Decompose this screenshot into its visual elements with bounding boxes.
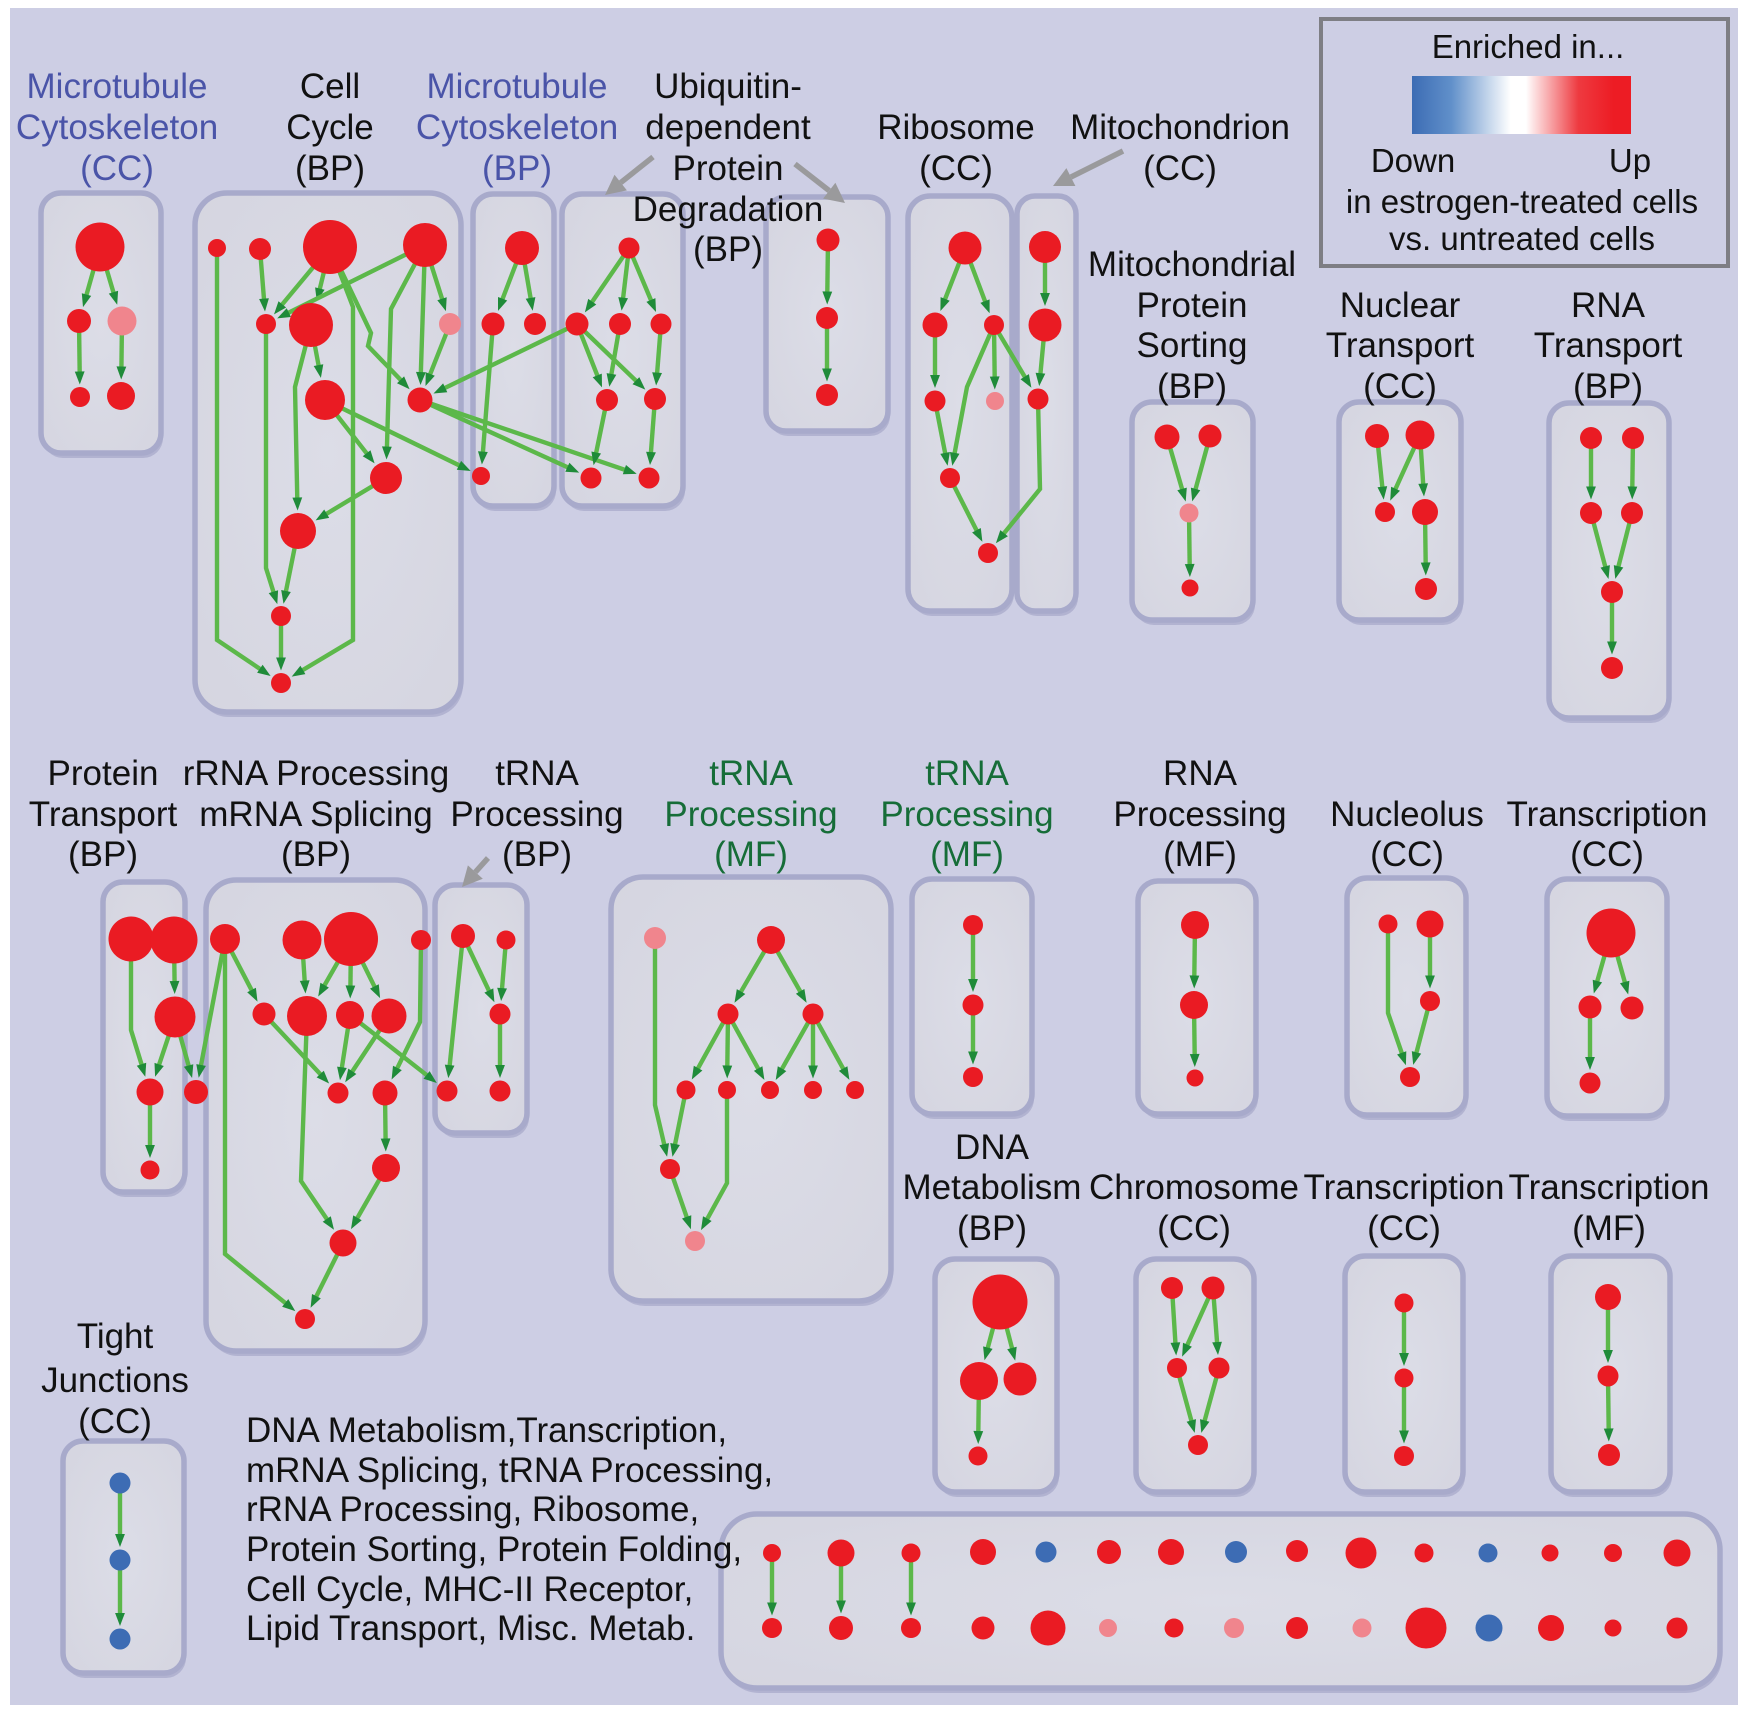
svg-text:Metabolism: Metabolism [903, 1168, 1082, 1207]
svg-text:vs. untreated cells: vs. untreated cells [1389, 220, 1655, 257]
svg-text:(MF): (MF) [930, 835, 1004, 874]
svg-text:Cell Cycle, MHC-II Receptor,: Cell Cycle, MHC-II Receptor, [246, 1570, 693, 1609]
svg-text:(CC): (CC) [1143, 149, 1217, 188]
svg-text:Chromosome: Chromosome [1089, 1168, 1299, 1207]
svg-text:Lipid Transport, Misc. Metab.: Lipid Transport, Misc. Metab. [246, 1609, 695, 1648]
svg-text:(CC): (CC) [1157, 1209, 1231, 1248]
svg-text:Protein: Protein [1137, 286, 1248, 325]
svg-text:(CC): (CC) [1570, 835, 1644, 874]
svg-text:Nuclear: Nuclear [1340, 286, 1461, 325]
svg-text:Processing: Processing [880, 795, 1053, 834]
svg-text:RNA: RNA [1571, 286, 1646, 325]
svg-text:Processing: Processing [664, 795, 837, 834]
svg-text:Protein: Protein [48, 754, 159, 793]
svg-text:(BP): (BP) [1573, 367, 1643, 406]
svg-text:Transport: Transport [1534, 326, 1683, 365]
svg-text:(MF): (MF) [714, 835, 788, 874]
svg-text:Up: Up [1609, 142, 1651, 179]
svg-text:Transcription: Transcription [1509, 1168, 1710, 1207]
svg-text:Cytoskeleton: Cytoskeleton [16, 108, 218, 147]
svg-text:Mitochondrial: Mitochondrial [1088, 245, 1296, 284]
svg-text:(BP): (BP) [68, 835, 138, 874]
svg-text:Down: Down [1371, 142, 1455, 179]
svg-text:Cell: Cell [300, 67, 360, 106]
svg-text:(CC): (CC) [78, 1402, 152, 1441]
svg-text:Mitochondrion: Mitochondrion [1070, 108, 1290, 147]
svg-text:tRNA: tRNA [925, 754, 1009, 793]
svg-text:(BP): (BP) [693, 230, 763, 269]
svg-text:Microtubule: Microtubule [27, 67, 208, 106]
svg-text:Transport: Transport [1326, 326, 1475, 365]
svg-text:Processing: Processing [1113, 795, 1286, 834]
svg-text:Nucleolus: Nucleolus [1330, 795, 1484, 834]
svg-text:Junctions: Junctions [41, 1361, 189, 1400]
svg-text:(BP): (BP) [1157, 367, 1227, 406]
svg-text:Cycle: Cycle [286, 108, 374, 147]
svg-text:dependent: dependent [645, 108, 811, 147]
svg-text:Microtubule: Microtubule [427, 67, 608, 106]
svg-text:Protein: Protein [673, 149, 784, 188]
svg-text:mRNA Splicing: mRNA Splicing [199, 795, 432, 834]
svg-text:(CC): (CC) [1370, 835, 1444, 874]
svg-text:Transport: Transport [29, 795, 178, 834]
svg-text:Protein Sorting, Protein Foldi: Protein Sorting, Protein Folding, [246, 1530, 742, 1569]
svg-text:Enriched in...: Enriched in... [1432, 28, 1625, 65]
svg-text:Processing: Processing [450, 795, 623, 834]
svg-text:DNA Metabolism,Transcription,: DNA Metabolism,Transcription, [246, 1411, 727, 1450]
svg-text:(BP): (BP) [295, 149, 365, 188]
svg-text:Transcription: Transcription [1507, 795, 1708, 834]
svg-text:Degradation: Degradation [633, 190, 824, 229]
svg-text:(BP): (BP) [957, 1209, 1027, 1248]
svg-text:rRNA Processing, Ribosome,: rRNA Processing, Ribosome, [246, 1490, 699, 1529]
svg-text:DNA: DNA [955, 1128, 1030, 1167]
svg-text:tRNA: tRNA [709, 754, 793, 793]
svg-text:mRNA Splicing, tRNA Processing: mRNA Splicing, tRNA Processing, [246, 1451, 773, 1490]
svg-text:RNA: RNA [1163, 754, 1238, 793]
svg-text:(CC): (CC) [1367, 1209, 1441, 1248]
svg-text:(CC): (CC) [80, 149, 154, 188]
svg-text:(BP): (BP) [482, 149, 552, 188]
svg-text:rRNA Processing: rRNA Processing [183, 754, 449, 793]
svg-text:(CC): (CC) [1363, 367, 1437, 406]
svg-text:Ubiquitin-: Ubiquitin- [654, 67, 802, 106]
svg-text:Transcription: Transcription [1304, 1168, 1505, 1207]
svg-text:(BP): (BP) [502, 835, 572, 874]
svg-text:Ribosome: Ribosome [877, 108, 1035, 147]
svg-text:in estrogen-treated cells: in estrogen-treated cells [1346, 183, 1698, 220]
svg-text:(CC): (CC) [919, 149, 993, 188]
svg-text:(MF): (MF) [1163, 835, 1237, 874]
svg-text:Cytoskeleton: Cytoskeleton [416, 108, 618, 147]
svg-text:Tight: Tight [77, 1317, 154, 1356]
svg-text:(MF): (MF) [1572, 1209, 1646, 1248]
svg-text:tRNA: tRNA [495, 754, 579, 793]
svg-text:Sorting: Sorting [1137, 326, 1248, 365]
svg-text:(BP): (BP) [281, 835, 351, 874]
